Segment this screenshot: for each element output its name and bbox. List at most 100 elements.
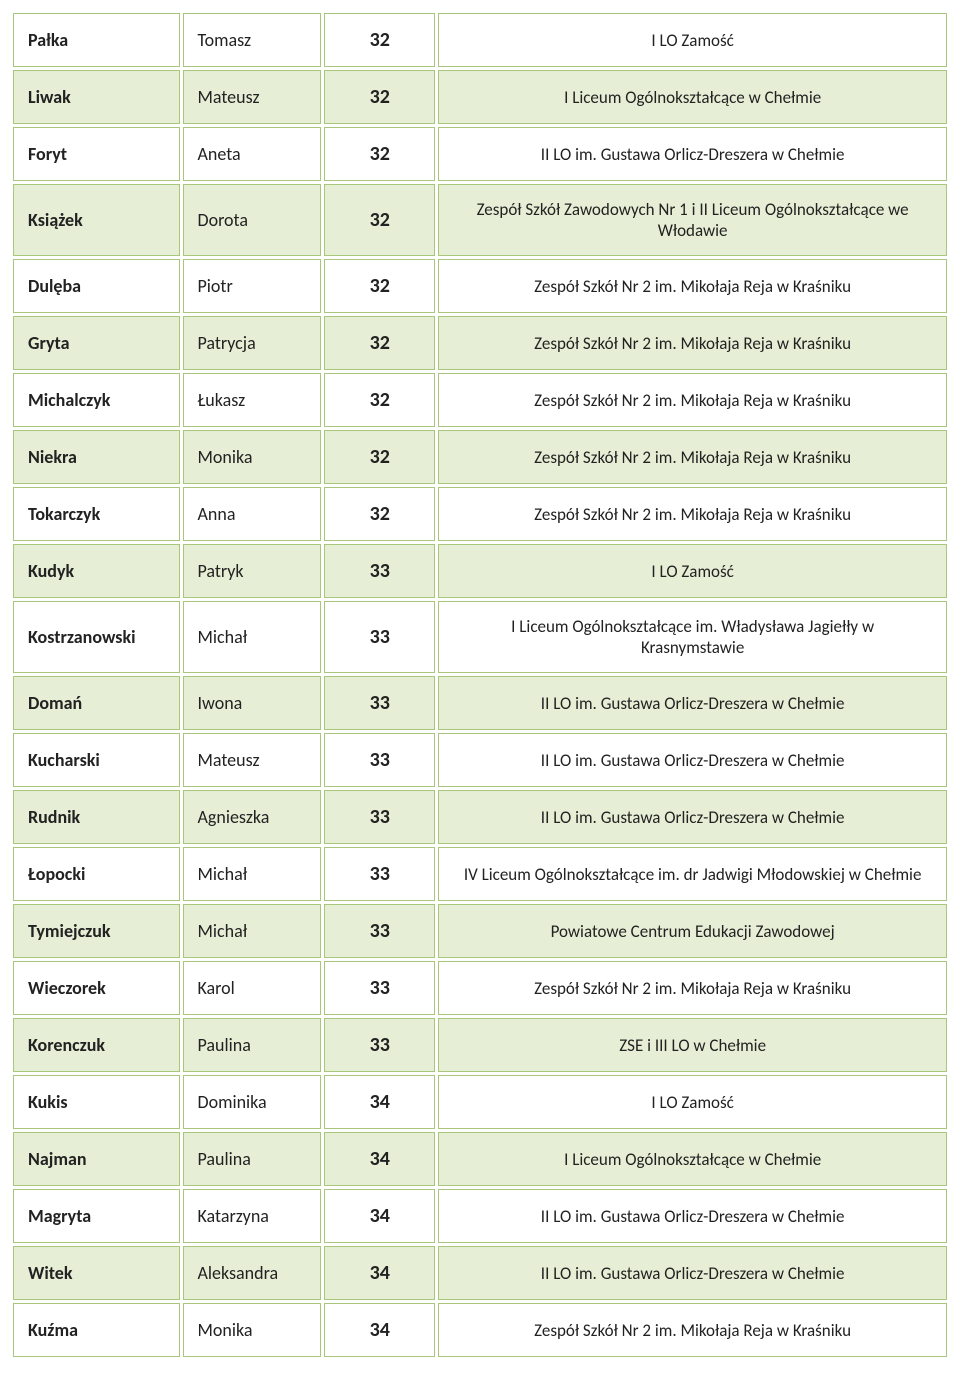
table-row: ForytAneta32II LO im. Gustawa Orlicz-Dre… <box>13 127 947 181</box>
table-row: KsiążekDorota32Zespół Szkół Zawodowych N… <box>13 184 947 256</box>
cell-firstname: Michał <box>183 601 322 673</box>
cell-number: 34 <box>324 1246 435 1300</box>
cell-school: II LO im. Gustawa Orlicz-Dreszera w Cheł… <box>438 676 947 730</box>
cell-surname: Kostrzanowski <box>13 601 180 673</box>
cell-number: 33 <box>324 847 435 901</box>
cell-surname: Kuźma <box>13 1303 180 1357</box>
cell-surname: Liwak <box>13 70 180 124</box>
cell-firstname: Anna <box>183 487 322 541</box>
table-body: PałkaTomasz32I LO ZamośćLiwakMateusz32I … <box>13 13 947 1357</box>
cell-number: 32 <box>324 13 435 67</box>
cell-school: I LO Zamość <box>438 544 947 598</box>
cell-surname: Rudnik <box>13 790 180 844</box>
table-row: DomańIwona33II LO im. Gustawa Orlicz-Dre… <box>13 676 947 730</box>
table-row: PałkaTomasz32I LO Zamość <box>13 13 947 67</box>
cell-number: 33 <box>324 961 435 1015</box>
cell-number: 34 <box>324 1303 435 1357</box>
cell-school: Zespół Szkół Nr 2 im. Mikołaja Reja w Kr… <box>438 430 947 484</box>
cell-firstname: Dominika <box>183 1075 322 1129</box>
cell-surname: Niekra <box>13 430 180 484</box>
cell-school: I Liceum Ogólnokształcące w Chełmie <box>438 70 947 124</box>
cell-school: ZSE i III LO w Chełmie <box>438 1018 947 1072</box>
cell-surname: Witek <box>13 1246 180 1300</box>
cell-firstname: Patrycja <box>183 316 322 370</box>
cell-surname: Dulęba <box>13 259 180 313</box>
cell-firstname: Łukasz <box>183 373 322 427</box>
cell-number: 33 <box>324 544 435 598</box>
cell-school: II LO im. Gustawa Orlicz-Dreszera w Cheł… <box>438 127 947 181</box>
cell-school: II LO im. Gustawa Orlicz-Dreszera w Cheł… <box>438 1189 947 1243</box>
cell-number: 33 <box>324 733 435 787</box>
table-row: KostrzanowskiMichał33I Liceum Ogólnokszt… <box>13 601 947 673</box>
table-row: NiekraMonika32Zespół Szkół Nr 2 im. Miko… <box>13 430 947 484</box>
cell-surname: Foryt <box>13 127 180 181</box>
cell-school: I LO Zamość <box>438 1075 947 1129</box>
results-table: PałkaTomasz32I LO ZamośćLiwakMateusz32I … <box>10 10 950 1360</box>
cell-number: 34 <box>324 1189 435 1243</box>
cell-school: Zespół Szkół Nr 2 im. Mikołaja Reja w Kr… <box>438 487 947 541</box>
cell-school: Powiatowe Centrum Edukacji Zawodowej <box>438 904 947 958</box>
cell-school: IV Liceum Ogólnokształcące im. dr Jadwig… <box>438 847 947 901</box>
cell-number: 33 <box>324 601 435 673</box>
cell-firstname: Tomasz <box>183 13 322 67</box>
cell-school: Zespół Szkół Nr 2 im. Mikołaja Reja w Kr… <box>438 373 947 427</box>
cell-surname: Michalczyk <box>13 373 180 427</box>
table-row: RudnikAgnieszka33II LO im. Gustawa Orlic… <box>13 790 947 844</box>
table-row: TymiejczukMichał33Powiatowe Centrum Eduk… <box>13 904 947 958</box>
table-row: WieczorekKarol33Zespół Szkół Nr 2 im. Mi… <box>13 961 947 1015</box>
cell-surname: Magryta <box>13 1189 180 1243</box>
cell-school: II LO im. Gustawa Orlicz-Dreszera w Cheł… <box>438 1246 947 1300</box>
cell-surname: Książek <box>13 184 180 256</box>
cell-number: 32 <box>324 316 435 370</box>
cell-number: 32 <box>324 259 435 313</box>
cell-number: 32 <box>324 127 435 181</box>
table-row: MagrytaKatarzyna34II LO im. Gustawa Orli… <box>13 1189 947 1243</box>
cell-firstname: Piotr <box>183 259 322 313</box>
cell-school: I LO Zamość <box>438 13 947 67</box>
cell-school: II LO im. Gustawa Orlicz-Dreszera w Cheł… <box>438 733 947 787</box>
cell-number: 32 <box>324 373 435 427</box>
cell-number: 34 <box>324 1075 435 1129</box>
table-row: KorenczukPaulina33ZSE i III LO w Chełmie <box>13 1018 947 1072</box>
cell-number: 33 <box>324 904 435 958</box>
cell-firstname: Monika <box>183 430 322 484</box>
cell-firstname: Monika <box>183 1303 322 1357</box>
cell-firstname: Michał <box>183 847 322 901</box>
cell-surname: Kukis <box>13 1075 180 1129</box>
cell-surname: Kucharski <box>13 733 180 787</box>
cell-firstname: Iwona <box>183 676 322 730</box>
table-row: DulębaPiotr32Zespół Szkół Nr 2 im. Mikoł… <box>13 259 947 313</box>
cell-firstname: Karol <box>183 961 322 1015</box>
table-row: GrytaPatrycja32Zespół Szkół Nr 2 im. Mik… <box>13 316 947 370</box>
cell-number: 33 <box>324 790 435 844</box>
table-row: MichalczykŁukasz32Zespół Szkół Nr 2 im. … <box>13 373 947 427</box>
cell-firstname: Mateusz <box>183 733 322 787</box>
cell-number: 32 <box>324 70 435 124</box>
cell-firstname: Katarzyna <box>183 1189 322 1243</box>
cell-surname: Kudyk <box>13 544 180 598</box>
cell-firstname: Paulina <box>183 1132 322 1186</box>
cell-surname: Najman <box>13 1132 180 1186</box>
cell-firstname: Mateusz <box>183 70 322 124</box>
cell-number: 34 <box>324 1132 435 1186</box>
cell-firstname: Dorota <box>183 184 322 256</box>
table-row: KucharskiMateusz33II LO im. Gustawa Orli… <box>13 733 947 787</box>
cell-surname: Korenczuk <box>13 1018 180 1072</box>
cell-school: Zespół Szkół Zawodowych Nr 1 i II Liceum… <box>438 184 947 256</box>
cell-number: 33 <box>324 676 435 730</box>
cell-firstname: Paulina <box>183 1018 322 1072</box>
table-row: WitekAleksandra34II LO im. Gustawa Orlic… <box>13 1246 947 1300</box>
table-row: KudykPatryk33I LO Zamość <box>13 544 947 598</box>
cell-firstname: Michał <box>183 904 322 958</box>
cell-school: Zespół Szkół Nr 2 im. Mikołaja Reja w Kr… <box>438 259 947 313</box>
cell-number: 32 <box>324 430 435 484</box>
cell-number: 32 <box>324 487 435 541</box>
table-row: LiwakMateusz32I Liceum Ogólnokształcące … <box>13 70 947 124</box>
cell-firstname: Patryk <box>183 544 322 598</box>
cell-surname: Tokarczyk <box>13 487 180 541</box>
cell-school: Zespół Szkół Nr 2 im. Mikołaja Reja w Kr… <box>438 316 947 370</box>
cell-firstname: Aleksandra <box>183 1246 322 1300</box>
table-row: NajmanPaulina34I Liceum Ogólnokształcące… <box>13 1132 947 1186</box>
cell-number: 33 <box>324 1018 435 1072</box>
cell-surname: Wieczorek <box>13 961 180 1015</box>
